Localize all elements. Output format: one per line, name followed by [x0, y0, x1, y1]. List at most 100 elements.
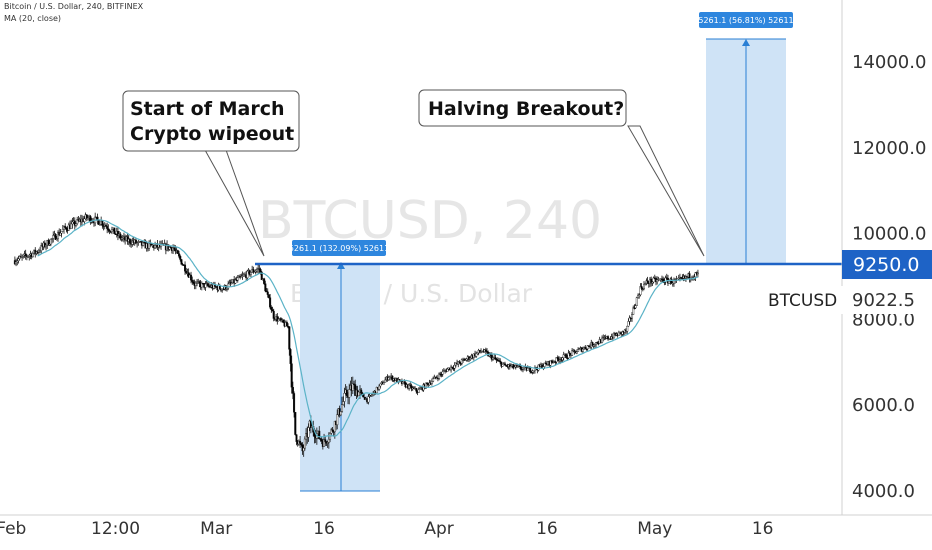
x-tick-label: 16: [536, 519, 558, 539]
candle-body: [45, 245, 48, 247]
y-tick-label: 10000.0: [852, 224, 926, 245]
candle-body: [561, 357, 564, 361]
candle-body: [465, 358, 468, 361]
candle-body: [302, 447, 305, 452]
candle-body: [107, 228, 110, 231]
candle-body: [128, 238, 131, 244]
candle-body: [537, 364, 540, 371]
candle-body: [198, 281, 201, 284]
candle-body: [106, 226, 109, 229]
candle-body: [597, 342, 600, 345]
candle-body: [293, 393, 296, 413]
candle-body: [384, 379, 387, 383]
candle-body: [65, 227, 68, 230]
candle-body: [430, 381, 433, 384]
candle-body: [270, 307, 273, 310]
candle-body: [192, 281, 195, 284]
candle-body: [379, 383, 382, 387]
candle-body: [565, 354, 568, 359]
symbol-label: BTCUSD: [768, 291, 837, 311]
candle-body: [154, 245, 157, 249]
ma-line: [37, 219, 699, 438]
candle-body: [575, 351, 578, 354]
candle-body: [204, 283, 207, 288]
candle-body: [519, 365, 522, 370]
y-tick-label: 8000.0: [852, 309, 915, 330]
measure-arrowhead-march: [337, 262, 345, 269]
candle-body: [83, 218, 86, 222]
callout-pointer-halving: [627, 125, 705, 257]
candle-body: [266, 291, 269, 295]
candle-body: [178, 253, 181, 257]
candle-body: [327, 438, 330, 443]
candle-body: [249, 272, 252, 275]
x-tick-label: 12:00: [91, 519, 140, 539]
candle-body: [200, 282, 203, 288]
candle-body: [668, 280, 671, 284]
candle-body: [113, 227, 116, 234]
y-tick-label: 14000.0: [852, 52, 926, 73]
candle-body: [49, 238, 52, 245]
candle-body: [503, 363, 506, 366]
candle-body: [453, 364, 456, 369]
candle-body: [259, 269, 262, 273]
candle-body: [635, 297, 638, 306]
candle-body: [269, 297, 272, 308]
candle-body: [670, 278, 673, 284]
candle-body: [345, 389, 348, 396]
callout-text-march-line1: Start of March: [130, 98, 284, 120]
candle-body: [70, 223, 73, 229]
candle-body: [267, 294, 270, 298]
candle-body: [627, 321, 630, 327]
candle-body: [271, 309, 274, 312]
candle-body: [206, 283, 209, 286]
candle-body: [320, 439, 323, 442]
measure-label-march: 5261.1 (132.09%) 52611: [289, 244, 389, 253]
x-tick-label: 16: [313, 519, 335, 539]
time-axis-bg[interactable]: [0, 515, 932, 550]
y-tick-label: 12000.0: [852, 138, 926, 159]
candle-body: [289, 349, 292, 364]
callout-box-march[interactable]: [122, 90, 300, 152]
candle-body: [336, 414, 339, 426]
candle-body: [173, 247, 176, 250]
candle-body: [357, 391, 360, 397]
candle-body: [180, 259, 183, 265]
candles-layer: [13, 212, 699, 457]
candle-body: [64, 226, 67, 229]
candle-body: [318, 430, 321, 439]
y-tick-label: 4000.0: [852, 481, 915, 502]
level-badge: [842, 250, 932, 279]
candle-body: [24, 253, 27, 256]
measure-label-may: 5261.1 (56.81%) 52611: [698, 16, 793, 25]
x-tick-label: May: [637, 519, 672, 539]
y-tick-label: 6000.0: [852, 395, 915, 416]
candle-body: [398, 379, 401, 381]
candle-body: [60, 231, 63, 234]
candle-body: [101, 220, 104, 226]
x-tick-label: Mar: [200, 519, 232, 539]
candle-body: [303, 438, 306, 449]
candle-body: [227, 283, 230, 289]
candle-body: [562, 354, 565, 358]
x-tick-label: Apr: [424, 519, 453, 539]
candle-body: [341, 404, 344, 412]
candle-body: [499, 360, 502, 363]
callout-pointer-march: [204, 149, 265, 257]
candle-body: [417, 389, 420, 393]
candle-body: [584, 347, 587, 349]
candle-body: [367, 396, 370, 403]
candle-body: [501, 364, 504, 367]
candle-body: [640, 286, 643, 289]
candle-body: [85, 214, 88, 219]
candle-body: [264, 283, 267, 292]
measure-box-march[interactable]: [300, 264, 380, 491]
candle-body: [288, 326, 291, 350]
measure-tag-march: [292, 240, 386, 256]
candle-body: [290, 363, 293, 388]
candle-body: [607, 336, 610, 340]
price-scale-ticks: 4000.0 6000.0 8000.0 10000.0 12000.0 14000.0: [852, 52, 926, 502]
callout-box-halving[interactable]: [418, 89, 627, 127]
candle-body: [168, 246, 171, 250]
